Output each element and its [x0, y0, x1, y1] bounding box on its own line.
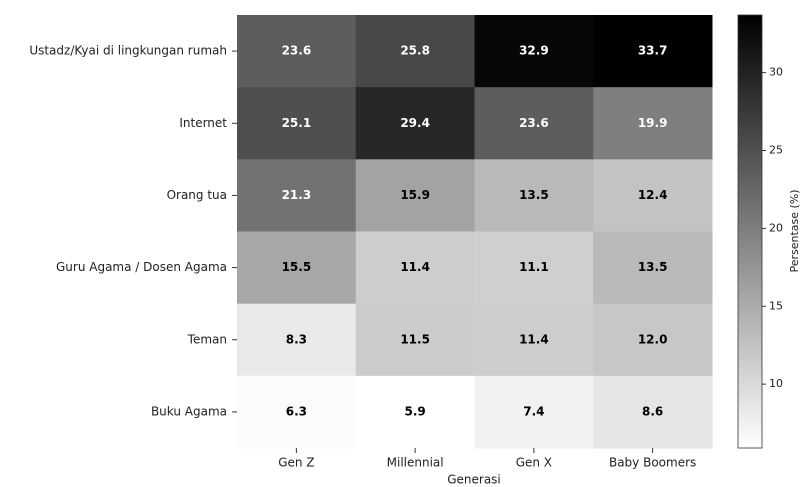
- heatmap-cell: [593, 231, 713, 305]
- x-tick-label: Baby Boomers: [609, 456, 696, 470]
- heatmap-cell: [237, 159, 357, 232]
- cell-label: 11.4: [400, 260, 430, 274]
- cell-label: 7.4: [523, 404, 544, 418]
- heatmap-cell: [237, 87, 357, 160]
- y-tick-label: Orang tua: [167, 188, 227, 202]
- cell-label: 11.4: [519, 332, 549, 346]
- heatmap-cell: [593, 15, 713, 88]
- heatmap-cell: [474, 231, 594, 305]
- cell-label: 13.5: [519, 188, 549, 202]
- heatmap-cell: [355, 231, 475, 305]
- heatmap-cell: [474, 303, 594, 377]
- cell-label: 29.4: [400, 116, 430, 130]
- heatmap-cell: [355, 159, 475, 232]
- cell-label: 15.5: [282, 260, 312, 274]
- colorbar-tick-label: 30: [769, 66, 783, 79]
- heatmap-cell: [237, 303, 357, 377]
- cell-label: 25.8: [400, 44, 430, 58]
- heatmap-cell: [237, 231, 357, 305]
- heatmap-cell: [237, 15, 357, 88]
- cell-label: 32.9: [519, 44, 549, 58]
- colorbar-tick-label: 25: [769, 144, 783, 157]
- cell-label: 19.9: [638, 116, 668, 130]
- cell-label: 12.4: [638, 188, 668, 202]
- heatmap-cell: [474, 159, 594, 232]
- y-tick-label: Ustadz/Kyai di lingkungan rumah: [29, 44, 227, 58]
- heatmap-cell: [474, 375, 594, 449]
- colorbar-tick-label: 10: [769, 377, 783, 390]
- y-tick-label: Guru Agama / Dosen Agama: [56, 260, 227, 274]
- colorbar-label: Persentase (%): [788, 189, 801, 272]
- cell-label: 5.9: [404, 404, 425, 418]
- cell-label: 11.1: [519, 260, 549, 274]
- colorbar-tick-label: 20: [769, 221, 783, 234]
- heatmap-cell: [593, 87, 713, 160]
- x-axis-label: Generasi: [447, 473, 501, 487]
- y-tick-label: Teman: [187, 332, 227, 346]
- heatmap-cell: [355, 375, 475, 449]
- cell-label: 23.6: [282, 44, 312, 58]
- cell-label: 13.5: [638, 260, 668, 274]
- cell-label: 11.5: [400, 332, 430, 346]
- cell-label: 12.0: [638, 332, 668, 346]
- heatmap-cell: [355, 87, 475, 160]
- heatmap-cell: [593, 303, 713, 377]
- heatmap-cell: [593, 159, 713, 232]
- y-tick-label: Buku Agama: [151, 404, 227, 418]
- cell-label: 6.3: [286, 404, 307, 418]
- cell-label: 21.3: [282, 188, 312, 202]
- heatmap-cell: [474, 87, 594, 160]
- x-tick-label: Gen Z: [278, 456, 314, 470]
- heatmap-cell: [237, 375, 357, 449]
- heatmap-cell: [355, 303, 475, 377]
- x-tick-label: Millennial: [387, 456, 444, 470]
- heatmap-cell: [474, 15, 594, 88]
- colorbar-tick-label: 15: [769, 299, 783, 312]
- cell-label: 33.7: [638, 44, 668, 58]
- cell-label: 25.1: [282, 116, 312, 130]
- cell-label: 8.3: [286, 332, 307, 346]
- cell-label: 23.6: [519, 116, 549, 130]
- colorbar: [737, 14, 763, 449]
- x-tick-label: Gen X: [516, 456, 552, 470]
- cell-label: 15.9: [400, 188, 430, 202]
- cell-label: 8.6: [642, 404, 663, 418]
- heatmap-cell: [593, 375, 713, 449]
- heatmap-cell: [355, 15, 475, 88]
- y-tick-label: Internet: [179, 116, 227, 130]
